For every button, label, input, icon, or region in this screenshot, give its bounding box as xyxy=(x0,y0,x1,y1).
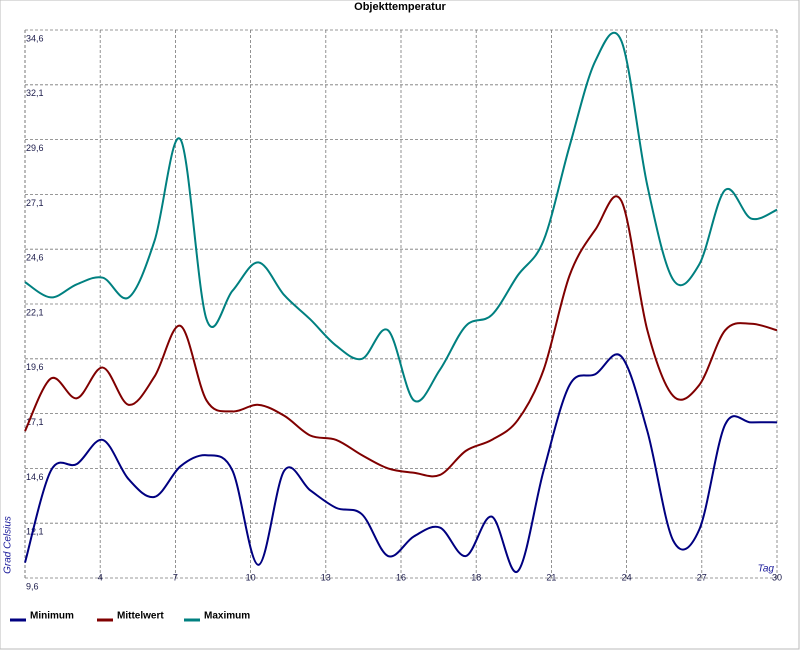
y-tick-label: 34,6 xyxy=(26,33,44,43)
chart-title: Objekttemperatur xyxy=(354,1,446,13)
y-tick-label: 17,1 xyxy=(26,417,44,427)
y-tick-label: 12,1 xyxy=(26,527,44,537)
x-tick-label: 13 xyxy=(321,572,331,582)
y-tick-label: 14,6 xyxy=(26,472,44,482)
x-tick-label: 16 xyxy=(396,572,406,582)
legend-label: Minimum xyxy=(30,611,74,622)
x-tick-label: 7 xyxy=(173,572,178,582)
y-tick-label: 27,1 xyxy=(26,198,44,208)
x-axis-label: Tag xyxy=(758,564,775,575)
series-line xyxy=(24,353,778,573)
y-tick-label: 32,1 xyxy=(26,88,44,98)
y-tick-label: 9,6 xyxy=(26,581,39,591)
legend-label: Maximum xyxy=(204,611,250,622)
y-tick-label: 22,1 xyxy=(26,307,44,317)
x-tick-label: 24 xyxy=(622,572,632,582)
y-axis-label: Grad Celsius xyxy=(3,516,14,574)
x-tick-label: 21 xyxy=(546,572,556,582)
x-tick-label: 18 xyxy=(471,572,481,582)
x-tick-label: 27 xyxy=(697,572,707,582)
legend-label: Mittelwert xyxy=(117,611,164,622)
x-tick-label: 4 xyxy=(98,572,103,582)
series-line xyxy=(24,195,778,478)
y-tick-label: 29,6 xyxy=(26,143,44,153)
x-tick-label: 10 xyxy=(246,572,256,582)
y-tick-label: 24,6 xyxy=(26,253,44,263)
y-tick-label: 19,6 xyxy=(26,362,44,372)
series-line xyxy=(24,31,778,403)
x-tick-label: 30 xyxy=(772,572,782,582)
